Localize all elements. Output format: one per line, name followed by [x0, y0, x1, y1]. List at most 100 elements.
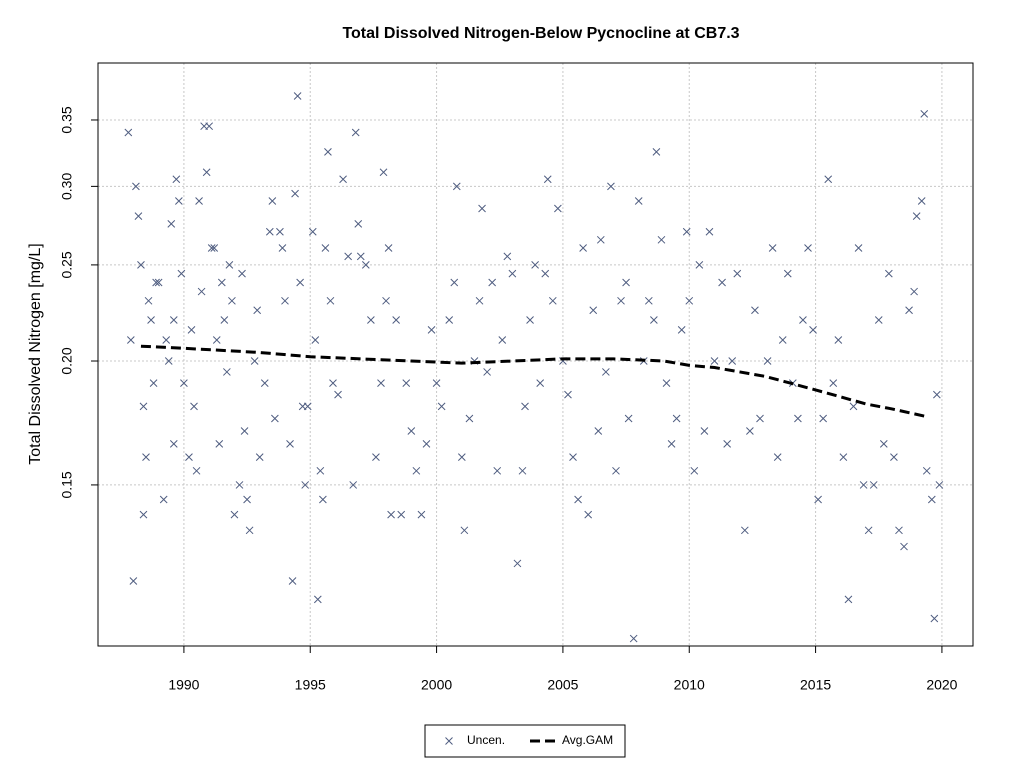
data-point [356, 252, 365, 261]
data-point [349, 481, 358, 489]
data-point [763, 357, 772, 365]
data-point [740, 526, 749, 535]
data-point [927, 495, 936, 504]
data-point [319, 495, 327, 504]
x-tick-label: 2010 [674, 677, 705, 693]
data-point [402, 379, 411, 387]
data-point [223, 368, 231, 376]
data-point [695, 261, 704, 269]
data-point [478, 204, 486, 213]
data-point [839, 453, 848, 461]
data-point [718, 278, 726, 287]
data-point [859, 481, 868, 489]
x-tick-label: 2000 [421, 677, 452, 693]
data-point [594, 427, 603, 435]
data-point [255, 453, 264, 461]
data-point [783, 269, 792, 278]
data-point [372, 453, 380, 461]
data-point [253, 306, 262, 315]
data-point [225, 261, 234, 269]
data-point [215, 440, 224, 448]
data-point [475, 296, 484, 305]
data-point [879, 440, 888, 448]
data-point [622, 278, 630, 287]
data-point [710, 357, 719, 365]
data-point [321, 244, 330, 252]
data-point [452, 182, 461, 191]
data-point [296, 278, 304, 287]
data-point [139, 402, 148, 411]
data-point [912, 212, 921, 220]
data-point [493, 466, 502, 475]
data-point [212, 336, 221, 344]
x-tick-label: 2015 [800, 677, 831, 693]
data-point [351, 128, 360, 137]
data-point [339, 175, 347, 184]
data-point [230, 510, 239, 519]
data-point [531, 261, 539, 269]
data-point [457, 453, 466, 461]
data-point [900, 542, 908, 551]
data-point [152, 278, 160, 287]
data-point [313, 595, 322, 604]
data-point [849, 402, 858, 411]
data-point [192, 466, 201, 475]
data-point [301, 481, 310, 489]
data-point [548, 296, 557, 305]
data-point [700, 427, 709, 435]
data-point [445, 316, 454, 324]
y-tick-label: 0.35 [59, 106, 75, 133]
x-tick-label: 2005 [547, 677, 578, 693]
data-point [854, 244, 863, 252]
data-point [250, 357, 259, 365]
data-point [379, 168, 388, 177]
data-point [526, 316, 534, 324]
data-point [154, 278, 163, 287]
data-point [728, 357, 737, 365]
data-point [134, 212, 143, 220]
data-point [427, 326, 436, 334]
data-point [814, 495, 822, 504]
data-point [864, 526, 873, 535]
data-point [483, 368, 491, 376]
x-tick-label: 2020 [926, 677, 957, 693]
data-point [607, 182, 615, 191]
data-point [652, 148, 661, 156]
data-point [397, 510, 406, 519]
data-point [690, 466, 699, 475]
data-point [756, 414, 764, 423]
data-point [197, 287, 206, 296]
data-point [667, 440, 676, 448]
data-point [723, 440, 732, 448]
data-point [334, 390, 342, 399]
data-point [286, 440, 294, 448]
data-point [650, 316, 658, 324]
data-point [809, 326, 817, 334]
y-tick-label: 0.20 [59, 347, 75, 374]
data-point [564, 390, 572, 399]
data-point [460, 526, 469, 535]
data-point [129, 577, 138, 585]
plot-frame [97, 62, 974, 647]
data-point [291, 189, 299, 198]
data-point [316, 466, 325, 475]
data-point [367, 316, 375, 324]
data-point [162, 336, 171, 344]
data-point [126, 336, 135, 344]
data-point [890, 453, 898, 461]
data-point [167, 219, 176, 228]
data-point [187, 326, 196, 334]
data-point [819, 414, 828, 423]
data-point [384, 244, 393, 252]
data-point [293, 92, 302, 100]
data-point [617, 296, 625, 305]
data-point [180, 379, 188, 387]
data-point [278, 244, 287, 252]
data-point [210, 244, 219, 252]
data-point [503, 252, 512, 261]
data-point [377, 379, 385, 387]
legend-label: Uncen. [467, 733, 505, 747]
data-point [238, 269, 246, 278]
data-point [265, 227, 274, 236]
